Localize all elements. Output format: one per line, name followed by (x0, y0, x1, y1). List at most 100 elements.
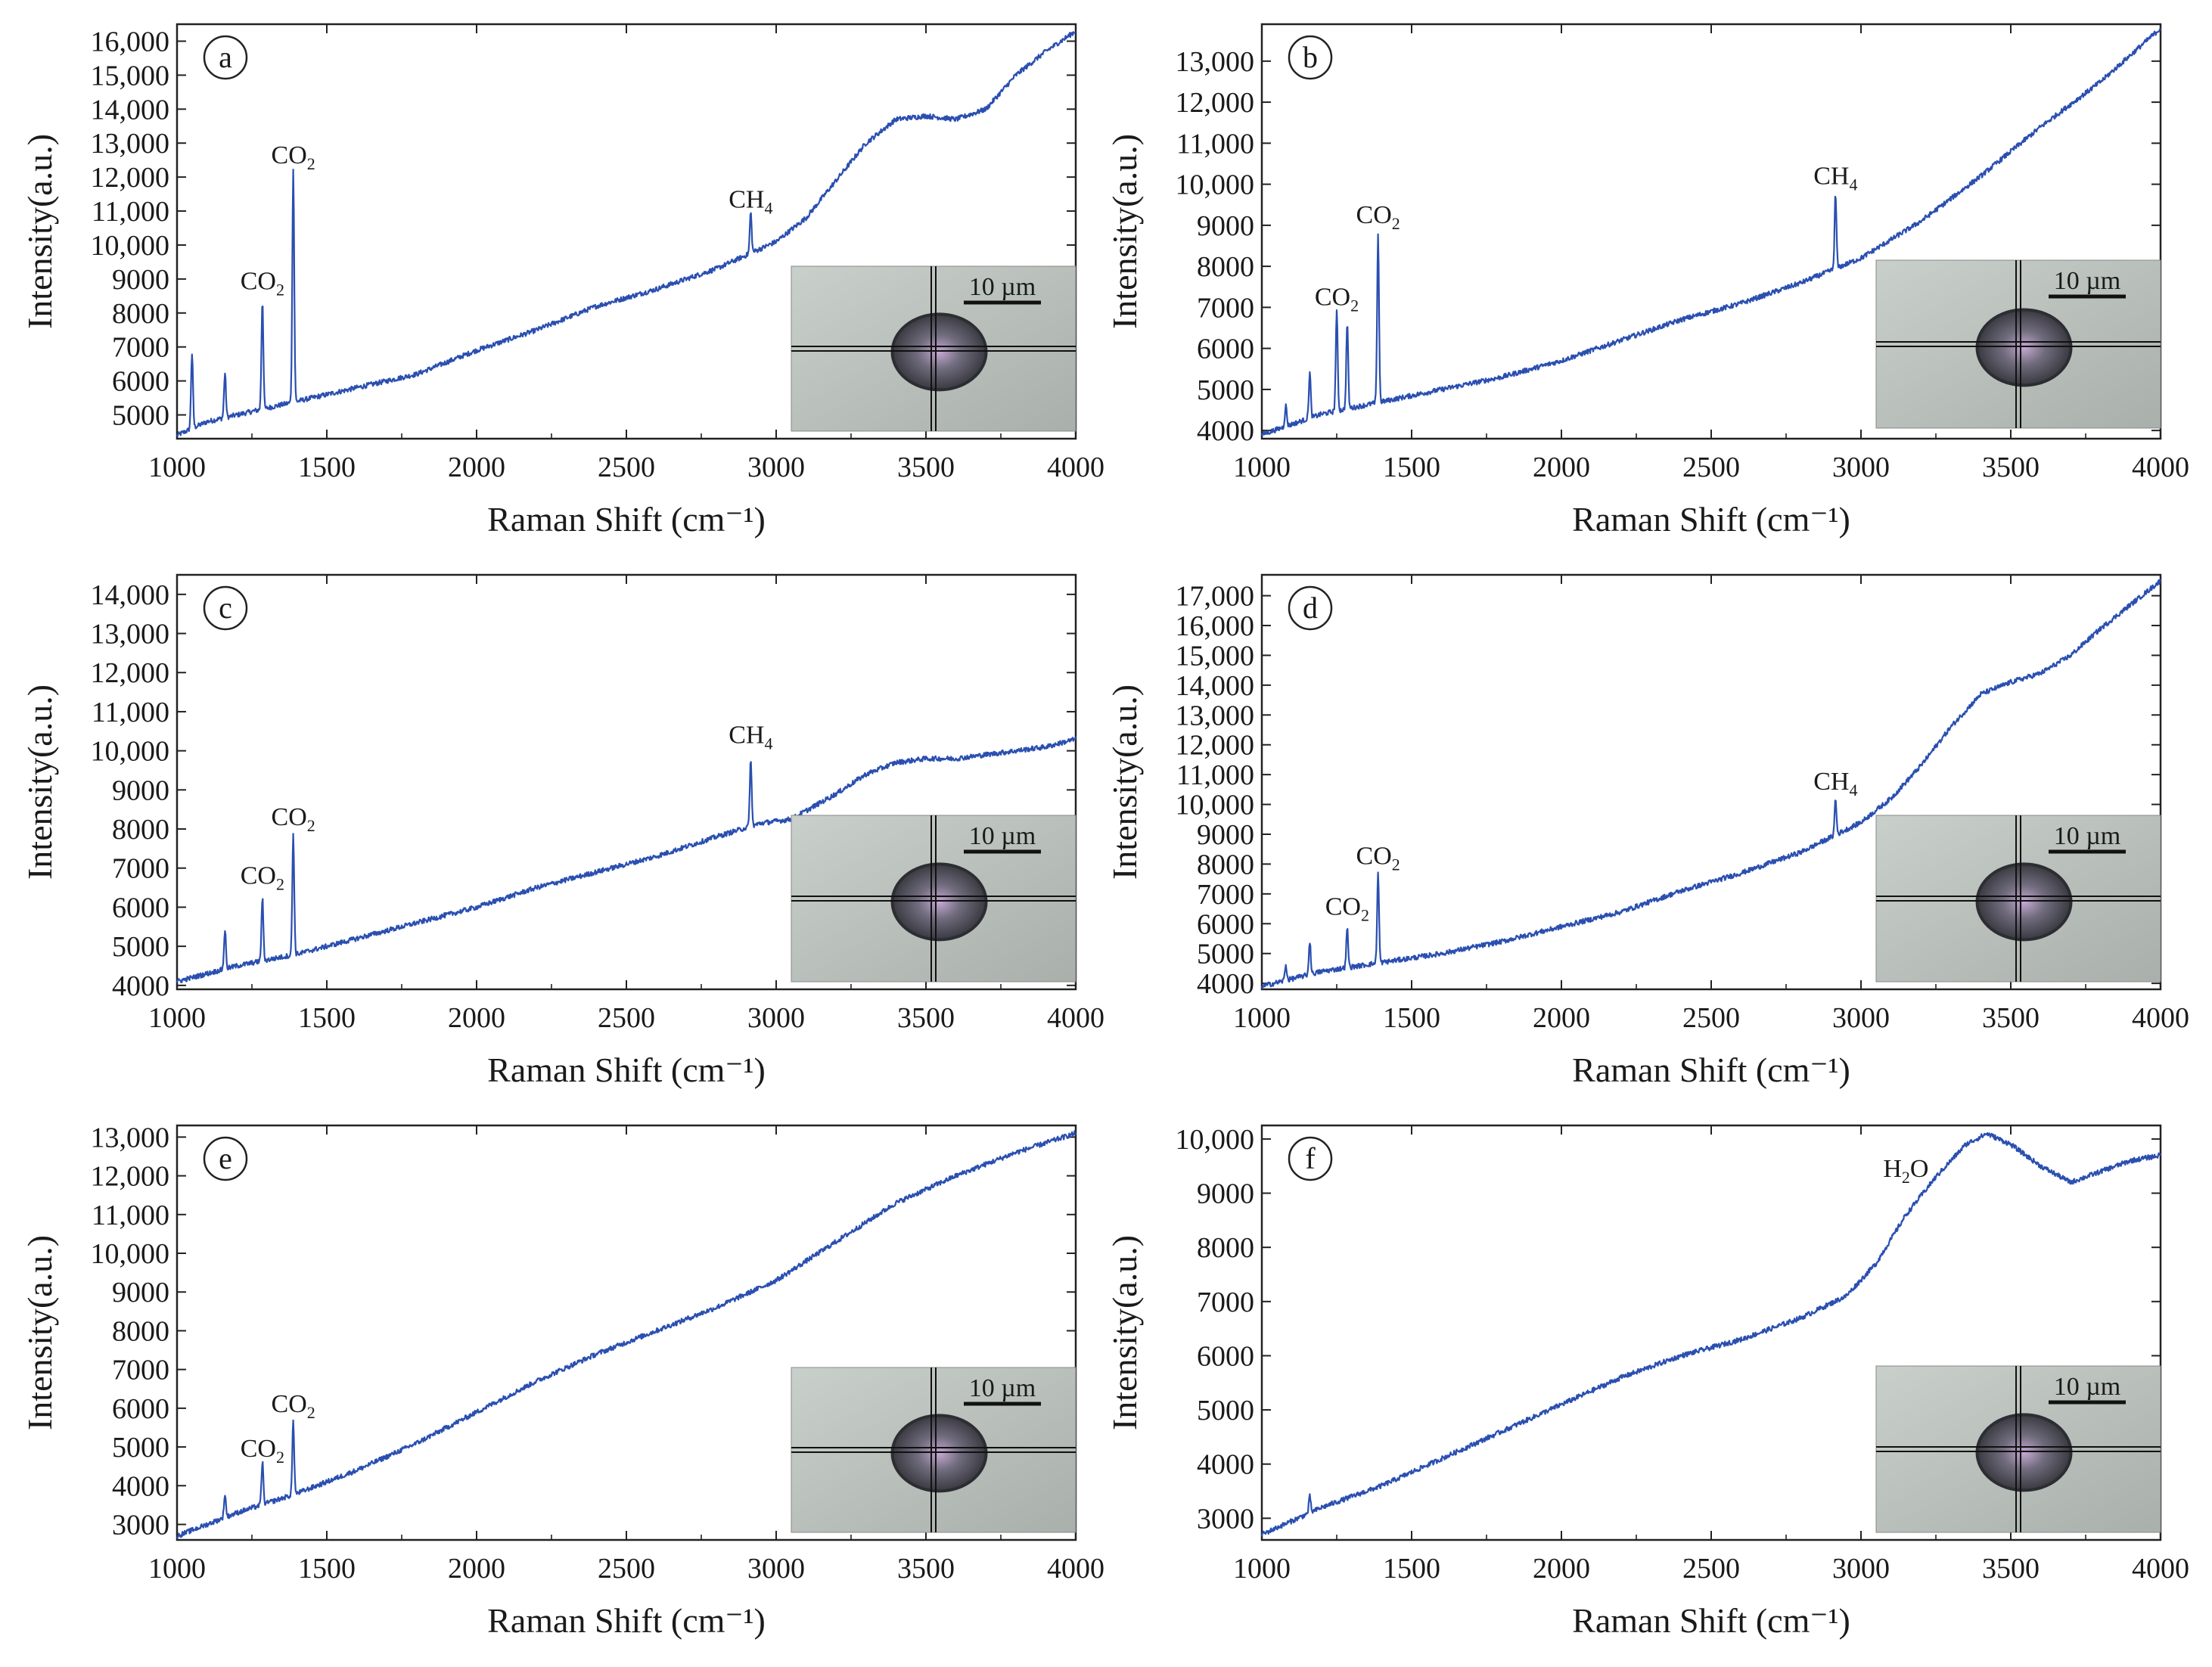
x-tick-label: 2000 (1533, 452, 1590, 483)
x-axis-title: Raman Shift (cm⁻¹) (1572, 1051, 1850, 1089)
y-tick-label: 6000 (112, 366, 169, 398)
peak-annotation: CH4 (1813, 163, 1857, 194)
spectrum-line (176, 736, 1077, 983)
panel-letter-circle (203, 1136, 248, 1181)
x-tick-label: 1000 (148, 452, 206, 483)
y-tick-label: 4000 (1197, 968, 1254, 1000)
x-tick-label: 4000 (2132, 452, 2189, 483)
x-tick-label: 1000 (148, 1553, 206, 1585)
y-tick-label: 6000 (1197, 1340, 1254, 1372)
y-tick-label: 8000 (1197, 849, 1254, 880)
y-tick-label: 8000 (112, 1315, 169, 1347)
x-tick-label: 2500 (1682, 452, 1740, 483)
micrograph-inset: 10 µm (1875, 1365, 2161, 1533)
x-tick-label: 3000 (1832, 452, 1890, 483)
y-tick-label: 14,000 (91, 94, 170, 126)
scale-bar-label: 10 µm (969, 273, 1036, 301)
x-tick-label: 2500 (598, 1002, 655, 1034)
y-tick-label: 9000 (112, 264, 169, 296)
y-tick-label: 4000 (1197, 1449, 1254, 1481)
scale-bar-label: 10 µm (969, 1374, 1036, 1402)
y-tick-label: 9000 (1197, 210, 1254, 242)
spectrum-line (176, 1130, 1076, 1539)
spectrum-line (176, 31, 1076, 437)
y-tick-label: 10,000 (91, 736, 170, 768)
y-tick-label: 9000 (1197, 819, 1254, 851)
x-tick-label: 4000 (1047, 452, 1104, 483)
inclusion-grain (1975, 1413, 2073, 1492)
x-tick-label: 1500 (298, 1553, 356, 1585)
panel-letter-circle (1288, 585, 1333, 631)
micrograph-inset: 10 µm (791, 1367, 1076, 1533)
chart-panel-c: 1000 1500 2000 2500 3000 3500 4000 4000 5000 6000… (20, 573, 1104, 1089)
panel-letter-circle (203, 35, 248, 80)
y-tick-label: 9000 (112, 1277, 169, 1308)
scale-bar-label: 10 µm (2054, 267, 2121, 295)
inclusion-grain (890, 312, 988, 392)
x-tick-label: 2000 (448, 1002, 505, 1034)
y-tick-label: 11,000 (92, 697, 169, 728)
y-tick-label: 13,000 (1176, 46, 1255, 78)
x-tick-label: 3000 (747, 1553, 805, 1585)
x-tick-label: 4000 (2132, 1553, 2189, 1585)
peak-annotation: CO2 (272, 1390, 315, 1422)
x-tick-label: 4000 (1047, 1553, 1104, 1585)
x-tick-label: 2000 (1533, 1002, 1590, 1034)
peak-annotation: CO2 (1356, 842, 1400, 874)
x-tick-label: 1000 (1233, 1002, 1291, 1034)
panel-letter-circle (1288, 1136, 1333, 1181)
x-tick-label: 1500 (298, 452, 356, 483)
peak-annotation: CO2 (1325, 892, 1369, 924)
x-tick-label: 1500 (298, 1002, 356, 1034)
x-axis-title: Raman Shift (cm⁻¹) (1572, 1601, 1850, 1640)
y-tick-label: 3000 (1197, 1503, 1254, 1535)
y-tick-label: 7000 (112, 1355, 169, 1386)
scale-bar-label: 10 µm (969, 822, 1036, 850)
y-tick-label: 10,000 (1176, 1124, 1255, 1156)
y-axis-title: Intensity(a.u.) (20, 1235, 59, 1430)
x-tick-label: 3500 (1982, 1002, 2040, 1034)
chart-panel-a: 1000 1500 2000 2500 3000 3500 4000 500060007000… (20, 23, 1104, 539)
x-tick-label: 2000 (448, 452, 505, 483)
x-tick-label: 4000 (2132, 1002, 2189, 1034)
peak-annotation: CH4 (1813, 768, 1857, 799)
y-tick-label: 4000 (1197, 415, 1254, 447)
x-tick-label: 3000 (1832, 1553, 1890, 1585)
y-tick-label: 4000 (112, 1470, 169, 1502)
y-tick-label: 6000 (1197, 334, 1254, 365)
x-tick-label: 3500 (897, 452, 955, 483)
panel-letter: b (1303, 40, 1318, 74)
x-tick-label: 2500 (598, 1553, 655, 1585)
spectrum-line (1260, 579, 2161, 989)
peak-annotation: CH4 (729, 186, 772, 218)
y-tick-label: 7000 (1197, 879, 1254, 911)
x-tick-label: 3500 (897, 1002, 955, 1034)
x-tick-label: 2500 (1682, 1553, 1740, 1585)
x-tick-label: 3500 (897, 1553, 955, 1585)
x-tick-label: 2000 (448, 1553, 505, 1585)
x-tick-label: 3000 (747, 1002, 805, 1034)
y-tick-label: 10,000 (1176, 790, 1255, 821)
y-tick-label: 8000 (1197, 251, 1254, 283)
scale-bar-label: 10 µm (2054, 822, 2121, 850)
y-tick-label: 10,000 (1176, 169, 1255, 201)
y-tick-label: 5000 (112, 1432, 169, 1464)
x-axis-title: Raman Shift (cm⁻¹) (487, 500, 766, 539)
micrograph-inset: 10 µm (791, 265, 1076, 432)
inclusion-grain (1975, 308, 2073, 387)
panel-letter: a (219, 40, 232, 74)
y-tick-label: 14,000 (1176, 670, 1255, 702)
inclusion-grain (1975, 862, 2073, 942)
x-tick-label: 3500 (1982, 1553, 2040, 1585)
y-tick-label: 10,000 (91, 230, 170, 262)
x-tick-label: 3000 (747, 452, 805, 483)
y-tick-label: 7000 (112, 853, 169, 885)
chart-panel-b: 1000 1500 2000 2500 3000 3500 4000 4000 5000 6000… (1105, 23, 2189, 539)
y-tick-label: 14,000 (91, 579, 170, 611)
y-tick-label: 12,000 (91, 162, 170, 194)
panel-letter: f (1305, 1141, 1316, 1175)
y-tick-label: 13,000 (91, 128, 170, 160)
y-tick-label: 11,000 (92, 1200, 169, 1231)
peak-annotation: CO2 (1315, 284, 1359, 315)
